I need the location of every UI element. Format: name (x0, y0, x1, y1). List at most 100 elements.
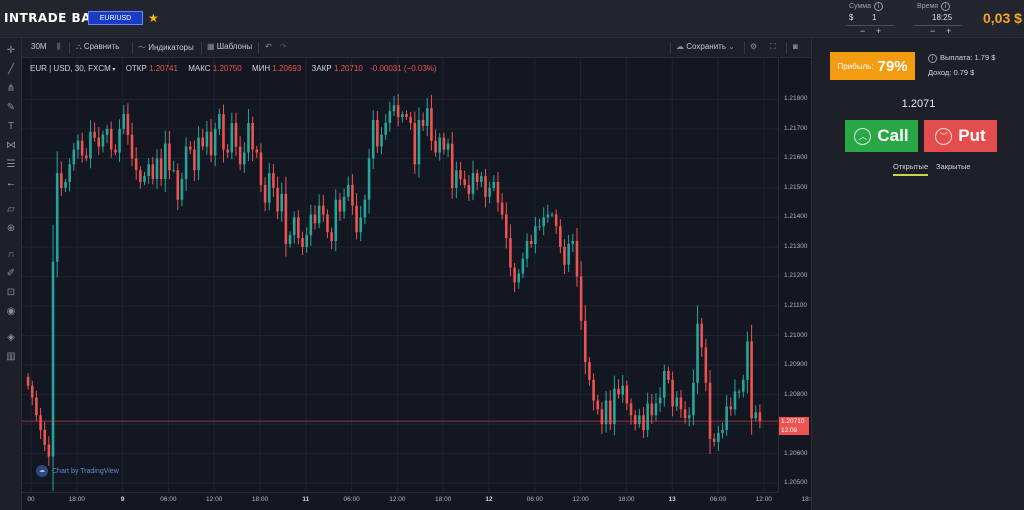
pitchfork-icon[interactable]: ⋔ (6, 83, 16, 94)
camera-icon[interactable]: ◙ (793, 42, 798, 51)
candle (725, 395, 728, 436)
toolbar-divider (132, 42, 133, 54)
candle-body (68, 164, 71, 182)
y-tick-label: 1.21500 (784, 183, 808, 191)
lock-drawings-icon[interactable]: ✐ (6, 268, 16, 279)
candle (226, 144, 229, 158)
amount-plus-button[interactable]: + (876, 26, 882, 36)
amount-input[interactable]: 1 (872, 13, 877, 22)
arrow-up-icon: ︿ (854, 127, 872, 145)
price-chart[interactable]: EUR | USD, 30, FXCM ▾ ОТКР 1.20741 МАКС … (22, 58, 818, 510)
payout-info-icon[interactable]: i (928, 54, 937, 63)
candle-body (658, 397, 662, 404)
eye-icon[interactable]: ◉ (6, 306, 16, 317)
time-plus-button[interactable]: + (946, 26, 952, 36)
candle (712, 433, 716, 447)
bar-style-icon[interactable]: ⫼ (57, 42, 61, 51)
layers-icon[interactable]: ◈ (7, 332, 15, 343)
balance-display[interactable]: 0,03 $ (983, 10, 1022, 26)
amount-info-icon[interactable]: i (874, 2, 883, 11)
candle-body (313, 214, 317, 224)
candle (193, 140, 196, 181)
candle-body (367, 158, 371, 200)
toolbar-divider (670, 42, 671, 54)
fullscreen-icon[interactable]: ⛶ (770, 42, 776, 51)
brush-icon[interactable]: ✎ (6, 102, 16, 113)
candle (642, 407, 645, 439)
indicators-button[interactable]: 〜 Индикаторы (138, 43, 194, 52)
time-input[interactable]: 18:25 (932, 13, 953, 22)
candle-body (600, 409, 604, 425)
candle (409, 112, 412, 130)
candle (596, 395, 600, 415)
templates-button[interactable]: ▦ Шаблоны (207, 42, 253, 51)
put-button[interactable]: ﹀ Put (924, 120, 997, 152)
candle-body (550, 214, 554, 216)
time-info-icon[interactable]: i (941, 2, 951, 11)
undo-icon[interactable]: ↶ (265, 42, 272, 51)
time-axis[interactable]: 00 18:00 9 06:00 12:00 18:00 11 06:00 12:00 18:00… (22, 492, 818, 510)
price-axis[interactable]: 1.21800 1.21700 1.21600 1.21500 1.21400 1.213… (778, 58, 811, 492)
trend-line-icon[interactable]: ╱ (7, 64, 15, 75)
candle (567, 234, 570, 272)
candle (671, 371, 674, 417)
candle-body (463, 179, 466, 185)
profit-badge: Прибыль: 79% (830, 52, 915, 80)
candle-body (342, 196, 346, 212)
candle-body (205, 131, 209, 147)
candle-body (392, 105, 396, 112)
candle (355, 193, 358, 240)
settings-gear-icon[interactable]: ⚙ (750, 42, 758, 51)
candle (297, 210, 300, 245)
time-minus-button[interactable]: − (930, 26, 936, 36)
candle (517, 268, 521, 289)
redo-icon[interactable]: ↷ (280, 42, 287, 51)
candle (617, 379, 620, 399)
candle (500, 193, 504, 220)
candle-body (47, 444, 51, 457)
candle-body (263, 184, 267, 203)
save-button[interactable]: ☁ Сохранить ⌄ (676, 42, 735, 51)
candle (143, 171, 146, 186)
candle (218, 108, 221, 136)
x-tick-label: 12:00 (389, 496, 406, 503)
candle (438, 133, 442, 161)
back-arrow-icon[interactable]: ← (6, 178, 16, 189)
fib-icon[interactable]: ☰ (6, 159, 16, 170)
candle-body (60, 173, 63, 188)
candle (267, 162, 271, 211)
tab-open-trades[interactable]: Открытые (893, 162, 929, 176)
candle-body (554, 214, 558, 227)
candle (550, 212, 554, 217)
trash-icon[interactable]: ▥ (6, 351, 16, 362)
crosshair-icon[interactable]: ✛ (6, 45, 16, 56)
indicators-icon: 〜 (138, 43, 149, 52)
candle-body (534, 226, 537, 244)
pair-selector-button[interactable]: EUR/USD (88, 11, 143, 25)
app-logo[interactable]: INTRADE BAR (4, 11, 101, 25)
text-tool-icon[interactable]: T (7, 121, 15, 132)
tradingview-credit[interactable]: ☁ Chart by TradingView (36, 465, 119, 477)
magnet-icon[interactable]: ∩ (7, 249, 15, 260)
candle-body (513, 267, 516, 283)
call-button[interactable]: ︿ Call (845, 120, 918, 152)
favorite-star-icon[interactable]: ★ (148, 11, 159, 25)
zoom-icon[interactable]: ⊕ (6, 223, 16, 234)
candle-body (621, 385, 624, 395)
candle (259, 143, 263, 193)
candle (55, 151, 59, 278)
amount-minus-button[interactable]: − (860, 26, 866, 36)
top-bar: INTRADE BAR EUR/USD ★ Сумма i $ 1 − + Вре… (0, 0, 1024, 38)
candle-body (109, 128, 113, 150)
interval-button[interactable]: 30M (31, 42, 47, 51)
ruler-icon[interactable]: ▱ (7, 204, 15, 215)
candle (301, 231, 304, 256)
compare-button[interactable]: ⛬ Сравнить (76, 42, 120, 51)
candlestick-chart[interactable] (22, 58, 778, 492)
tab-closed-trades[interactable]: Закрытые (936, 162, 971, 171)
candle (176, 163, 180, 211)
lock-icon[interactable]: ⊡ (6, 287, 16, 298)
pattern-icon[interactable]: ⋈ (6, 140, 16, 151)
legend-symbol[interactable]: EUR | USD, 30, FXCM (30, 64, 111, 73)
candle-body (567, 244, 570, 265)
